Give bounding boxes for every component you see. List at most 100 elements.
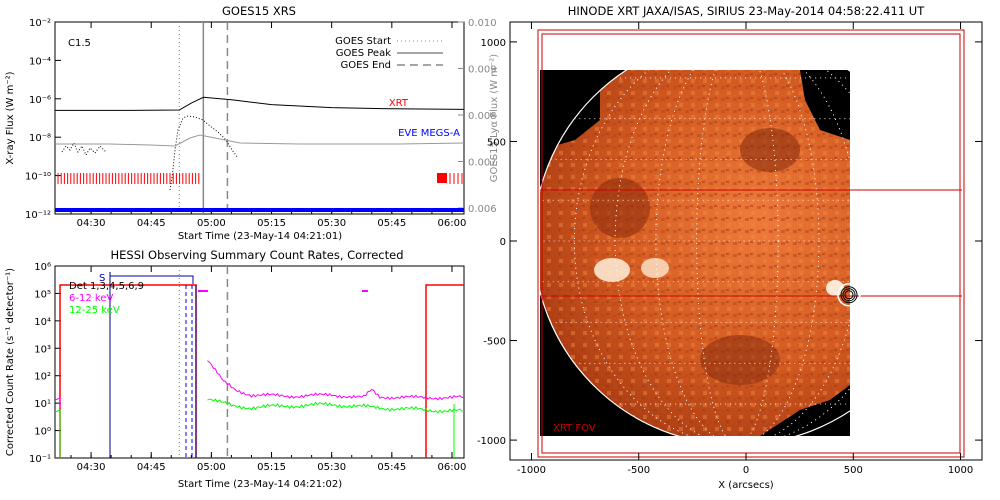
hessi-early-magenta [55, 397, 61, 408]
dark-region-1 [590, 178, 650, 238]
legend-goes-peak: GOES Peak [336, 48, 391, 59]
target-ring-1 [840, 286, 858, 304]
xrs-y2tick-label: 0.007 [468, 158, 497, 169]
target-ring-2 [842, 288, 856, 302]
xrt-flux-line [55, 96, 464, 111]
hessi-early-green [55, 409, 61, 458]
xrt-image-xlabel: X (arcsecs) [718, 480, 774, 491]
grid-longitude [655, 70, 820, 436]
hsi-xtick-label: 06:00 [438, 462, 467, 473]
missing-data-sw [540, 380, 620, 436]
xrs-xtick-label: 05:00 [197, 218, 226, 229]
heliographic-grid [540, 70, 850, 436]
xrs-ytick-label: 10⁻² [29, 18, 51, 29]
hsi-xtick-label: 05:15 [257, 462, 286, 473]
hessi-12-25kev-line [207, 398, 464, 414]
img-ytick-label: 1000 [481, 38, 506, 49]
hessi-6-12kev-label: 6-12 keV [69, 293, 113, 304]
xrs-ylabel: X-ray Flux (W m⁻²) [5, 71, 16, 164]
xrs-ytick-label: 10⁻⁶ [29, 95, 51, 106]
hessi-xlabel: Start Time (23-May-14 04:21:02) [178, 479, 342, 490]
hessi-6-12kev-line [207, 360, 464, 401]
hsi-ytick-label: 10⁻¹ [29, 454, 51, 465]
hessi-plot-frame [54, 265, 465, 459]
xrt-fov-box-inner [541, 33, 961, 454]
legend-goes-start: GOES Start [335, 36, 391, 47]
target-ring-3 [844, 290, 854, 300]
eve-series-label: EVE MEGS-A [398, 128, 460, 139]
xrs-ytick-label: 10⁻¹² [25, 210, 51, 221]
img-ytick-label: -500 [483, 337, 506, 348]
hsi-ytick-label: 10³ [34, 344, 51, 355]
hsi-ytick-label: 10¹ [34, 399, 51, 410]
img-ytick-label: -1000 [477, 436, 506, 447]
hsi-xtick-label: 04:30 [77, 462, 106, 473]
xrs-xtick-label: 04:45 [137, 218, 166, 229]
img-xtick-label: 1000 [948, 465, 973, 476]
img-ytick-label: 0 [500, 237, 506, 248]
xrt-coverage-ticks [57, 173, 463, 184]
xrs-y2tick-label: 0.010 [468, 18, 497, 29]
hsi-ytick-label: 10⁴ [34, 317, 51, 328]
legend-goes-end: GOES End [341, 60, 391, 71]
hessi-panel: HESSI Observing Summary Count Rates, Cor… [5, 248, 466, 490]
hsi-xtick-label: 04:45 [137, 462, 166, 473]
hsi-ytick-label: 10² [34, 372, 51, 383]
xrt-fov-box [537, 29, 965, 458]
hsi-ytick-label: 10⁵ [34, 289, 51, 300]
hessi-flag-label: S [99, 273, 105, 284]
hsi-ytick-label: 10⁰ [34, 427, 51, 438]
active-region-3 [826, 280, 844, 296]
hsi-ytick-label: 10⁶ [34, 262, 51, 273]
img-xtick-label: -500 [627, 465, 650, 476]
hsi-xtick-label: 05:00 [197, 462, 226, 473]
hessi-detector-label: Det 1,3,4,5,6,9 [69, 281, 144, 292]
xrs-ytick-label: 10⁻⁴ [29, 56, 51, 67]
lya-flux-line [55, 134, 464, 147]
img-xtick-label: 500 [844, 465, 863, 476]
dark-region-3 [700, 335, 780, 385]
xrs-ytick-label: 10⁻¹⁰ [25, 172, 51, 183]
xrs-xtick-label: 04:30 [77, 218, 106, 229]
img-xtick-label: 0 [743, 465, 749, 476]
xrt-image-title: HINODE XRT JAXA/ISAS, SIRIUS 23-May-2014… [568, 4, 925, 18]
xrs-flare-class: C1.5 [68, 38, 91, 49]
xrs-ytick-label: 10⁻⁸ [29, 133, 51, 144]
img-xtick-label: -1000 [517, 465, 546, 476]
xrs-y2tick-label: 0.009 [468, 65, 497, 76]
xrs-panel: GOES15 XRS Start Time (23-May-14 04:21:0… [5, 4, 500, 242]
active-region-2 [641, 258, 669, 278]
xrs-xlabel: Start Time (23-May-14 04:21:01) [178, 231, 342, 242]
xrs-xtick-label: 05:30 [317, 218, 346, 229]
missing-data-nw [540, 70, 600, 150]
xrt-image-ticks: -1000 -500 0 500 1000 -1000 -500 0 500 1000 [477, 22, 982, 476]
hessi-12-25kev-label: 12-25 keV [69, 305, 120, 316]
target-ring-outer [837, 283, 861, 307]
missing-data-ne [800, 70, 850, 140]
xrt-image-panel: HINODE XRT JAXA/ISAS, SIRIUS 23-May-2014… [477, 4, 983, 491]
xrs-xtick-label: 05:15 [257, 218, 286, 229]
hessi-ylabel: Corrected Count Rate (s⁻¹ detector⁻¹) [5, 268, 16, 456]
xrt-fov-label: XRT FOV [553, 423, 596, 434]
xrs-y2tick-label: 0.008 [468, 111, 497, 122]
xrs-short-noise [61, 141, 107, 157]
dark-region-2 [740, 128, 800, 172]
xrs-xtick-label: 06:00 [438, 218, 467, 229]
hessi-title: HESSI Observing Summary Count Rates, Cor… [110, 248, 403, 262]
active-region-1 [594, 258, 630, 282]
xrs-y2label: GOES15 Lyα Flux (W m⁻²) [489, 54, 500, 182]
xrs-legend: GOES Start GOES Peak GOES End [335, 36, 443, 71]
grid-longitude [614, 70, 850, 436]
solar-image [540, 70, 850, 436]
target-marker [837, 283, 861, 307]
xrs-plot-frame [54, 21, 465, 215]
xrs-y2tick-label: 0.006 [468, 204, 497, 215]
hsi-xtick-label: 05:30 [317, 462, 346, 473]
hessi-axis-ticks: 04:30 04:45 05:00 05:15 05:30 05:45 06:00 10⁻¹ 1… [29, 262, 466, 473]
img-ytick-label: 500 [487, 137, 506, 148]
xrt-coverage-block [437, 173, 447, 183]
hsi-xtick-label: 05:45 [377, 462, 406, 473]
xrs-axis-ticks: 04:30 04:45 05:00 05:15 05:30 05:45 06:00 10⁻¹²… [25, 18, 497, 229]
xrs-title: GOES15 XRS [222, 4, 296, 18]
hessi-flag-bracket [110, 275, 194, 284]
